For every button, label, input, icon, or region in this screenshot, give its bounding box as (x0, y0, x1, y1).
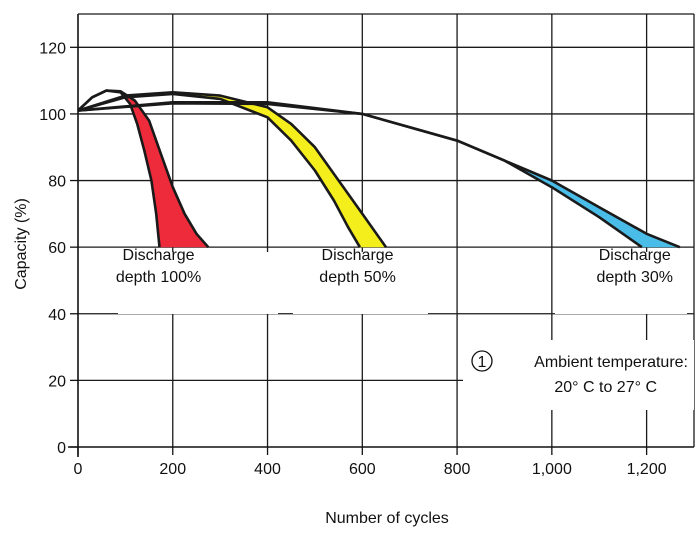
label-backdrop (293, 252, 428, 314)
discharge-bands (78, 90, 680, 248)
note-line-2: 20° C to 27° C (554, 379, 657, 396)
label-backdrop (555, 252, 687, 314)
series-lines (77, 89, 681, 249)
curve-upper-2 (77, 91, 388, 248)
x-axis-title: Number of cycles (325, 510, 449, 527)
y-tick-label: 100 (39, 107, 66, 124)
note-marker-circle (471, 350, 493, 372)
discharge-label-line2: depth 30% (597, 269, 674, 286)
x-tick-label: 400 (254, 461, 281, 478)
y-tick-label: 60 (48, 240, 66, 257)
y-tick-label: 120 (39, 40, 66, 57)
y-tick-label: 80 (48, 174, 66, 191)
label-backdrop (463, 340, 694, 410)
y-tick-label: 20 (48, 373, 66, 390)
y-tick-labels: 0 20 40 60 80 100 120 (39, 40, 66, 457)
x-tick-label: 0 (74, 461, 83, 478)
annotations: Discharge depth 100% Discharge depth 50% Dis… (116, 247, 673, 286)
discharge-label-line1: Discharge (123, 247, 195, 264)
y-tick-label: 40 (48, 307, 66, 324)
y-axis-title: Capacity (%) (13, 198, 30, 290)
discharge-band-1 (78, 90, 209, 248)
x-tick-labels: 0 200 400 600 800 1,000 1,200 (74, 461, 667, 478)
discharge-label-line1: Discharge (322, 247, 394, 264)
y-tick-label: 0 (57, 440, 66, 457)
axes (68, 14, 694, 457)
discharge-band-2 (78, 92, 386, 248)
discharge-label-line2: depth 100% (116, 269, 201, 286)
discharge-label-line2: depth 50% (319, 269, 396, 286)
curve-lower-2 (77, 92, 362, 248)
grid (78, 13, 695, 447)
x-tick-label: 1,000 (532, 461, 572, 478)
curve-lower-3 (77, 102, 643, 249)
curve-lower-1 (77, 89, 161, 248)
discharge-label-line1: Discharge (599, 247, 671, 264)
x-tick-label: 800 (444, 461, 471, 478)
x-tick-label: 200 (159, 461, 186, 478)
ambient-note: 1 Ambient temperature: 20° C to 27° C (471, 350, 688, 396)
note-marker: 1 (478, 354, 487, 371)
x-tick-label: 600 (349, 461, 376, 478)
note-line-1: Ambient temperature: (534, 354, 688, 371)
x-tick-label: 1,200 (627, 461, 667, 478)
label-backdrop (118, 252, 278, 314)
